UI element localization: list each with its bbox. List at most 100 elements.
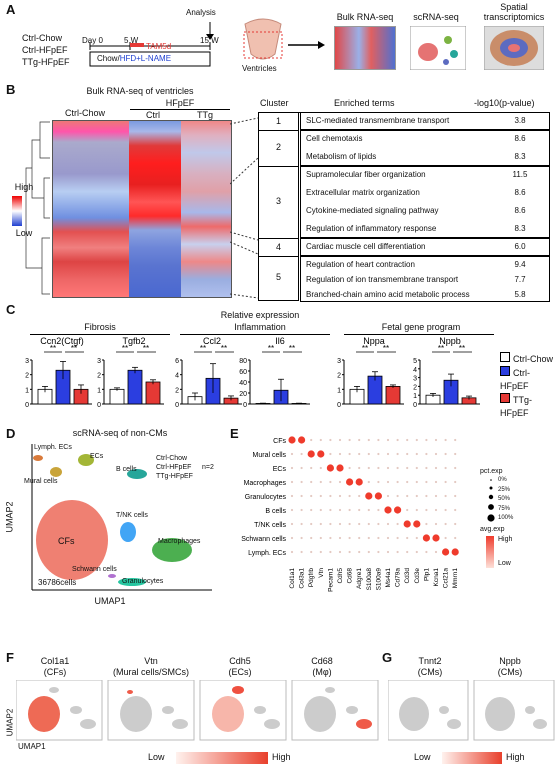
y-tick-label: 0 xyxy=(337,402,341,409)
umap-title: scRNA-seq of non-CMs xyxy=(72,428,168,438)
dot xyxy=(338,494,342,498)
dot-gene-label: Pdgfrb xyxy=(308,568,315,588)
label-macro: Macrophages xyxy=(158,538,201,545)
analysis-label: Analysis xyxy=(186,8,216,17)
term-10: Regulation of ion transmembrane transpor… xyxy=(306,275,459,284)
dot xyxy=(415,480,418,484)
umap-plot xyxy=(31,444,212,591)
sig-mark: ** xyxy=(362,344,368,353)
umap-ylabel: UMAP2 xyxy=(4,501,15,533)
p-1: 3.8 xyxy=(514,116,526,125)
y-tick-label: 3 xyxy=(413,376,417,383)
dot xyxy=(432,534,440,542)
dot xyxy=(319,550,322,554)
dot xyxy=(425,466,428,470)
y-tick-label: 3 xyxy=(97,358,101,365)
dot xyxy=(310,536,313,540)
w5-label: 5 W xyxy=(124,36,139,45)
umap-thumb xyxy=(410,26,466,70)
dot-row-label: CFs xyxy=(273,438,286,445)
bar xyxy=(109,388,125,405)
inflammation-bracket xyxy=(180,334,330,335)
dot xyxy=(444,522,447,526)
dot-gene-label: Plp1 xyxy=(423,568,430,581)
dot xyxy=(348,438,351,442)
dot xyxy=(406,466,409,470)
dot xyxy=(454,466,457,470)
dot-row-label: Mural cells xyxy=(253,452,287,459)
dot xyxy=(425,522,428,526)
dot xyxy=(300,480,303,484)
dot xyxy=(298,436,306,444)
dot xyxy=(434,452,438,456)
dot xyxy=(348,508,351,512)
fmap-title-col1a1: Col1a1 (CFs) xyxy=(40,656,70,677)
dot-gene-label: Cd79a xyxy=(395,568,402,588)
dot xyxy=(396,522,399,526)
sig-mark: ** xyxy=(122,344,128,353)
dot xyxy=(367,466,370,470)
y-tick-label: 80 xyxy=(239,358,247,365)
dot-row-label: B cells xyxy=(265,508,286,515)
legend-ttg-hfpef: TTg-HFpEF xyxy=(500,393,532,418)
feature-maps-g xyxy=(388,680,555,741)
dot xyxy=(300,494,303,498)
lymph-cluster xyxy=(33,455,43,461)
dot xyxy=(415,508,418,512)
dot xyxy=(348,522,351,526)
cluster-5: 5 xyxy=(275,272,281,282)
dot xyxy=(290,550,294,554)
dot xyxy=(394,506,402,514)
term-9: Regulation of heart contraction xyxy=(306,260,415,269)
cfs-cluster xyxy=(36,500,108,580)
dot xyxy=(425,480,428,484)
label-lymph: Lymph. ECs xyxy=(34,444,72,451)
dot xyxy=(358,494,361,498)
cell-count: 36786cells xyxy=(38,578,77,587)
dot-gene-label: Ccl21a xyxy=(443,568,450,589)
g-high-label: High xyxy=(506,752,525,762)
cat-inflammation: Inflammation xyxy=(234,322,286,332)
cat-fetal: Fetal gene program xyxy=(381,322,461,332)
pct-legend-dots xyxy=(487,479,495,522)
ventricles-label: Ventricles xyxy=(242,64,277,73)
y-tick-label: 0 xyxy=(25,402,29,409)
avg-high: High xyxy=(498,536,513,543)
p-11: 5.8 xyxy=(514,290,526,299)
dot xyxy=(434,508,438,512)
dot xyxy=(415,438,418,442)
dot xyxy=(348,466,351,470)
sig-mark: ** xyxy=(438,344,444,353)
label-cfs: CFs xyxy=(58,536,75,546)
macro-cluster xyxy=(152,538,192,562)
group-ctrl-hfpef: Ctrl-HFpEF xyxy=(22,45,68,55)
term-4: Supramolecular fiber organization xyxy=(306,170,426,179)
heatmap-title: Bulk RNA-seq of ventricles xyxy=(86,86,194,96)
dot xyxy=(377,522,380,526)
arrow-icon xyxy=(288,41,325,49)
dot xyxy=(444,508,447,512)
dot xyxy=(454,522,457,526)
hdr-cluster: Cluster xyxy=(260,98,289,108)
y-tick-label: 4 xyxy=(413,367,417,374)
dot-gene-label: Col3a1 xyxy=(299,568,306,589)
dot xyxy=(329,452,332,456)
dot xyxy=(329,508,332,512)
dot xyxy=(310,508,313,512)
dot xyxy=(386,438,390,442)
diet-label: Chow/HFD+L-NAME xyxy=(97,54,172,63)
dot-gene-label: Cd3e xyxy=(414,568,421,584)
mural-cluster xyxy=(50,467,62,477)
fetal-bracket xyxy=(344,334,494,335)
scale-high: High xyxy=(14,182,34,192)
y-tick-label: 2 xyxy=(25,373,29,380)
dot xyxy=(434,438,438,442)
dot xyxy=(329,536,332,540)
dot xyxy=(377,466,380,470)
term-6: Cytokine-mediated signaling pathway xyxy=(306,206,439,215)
table-row-3 xyxy=(300,166,550,238)
y-tick-label: 1 xyxy=(25,387,29,394)
dot-gene-label: Mmrn1 xyxy=(452,568,459,589)
label-ecs: ECs xyxy=(90,453,104,460)
